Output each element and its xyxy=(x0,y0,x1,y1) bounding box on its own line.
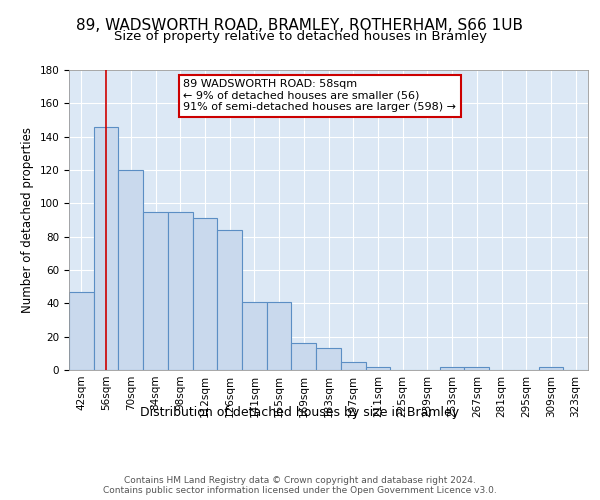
Bar xyxy=(168,212,193,370)
Text: Distribution of detached houses by size in Bramley: Distribution of detached houses by size … xyxy=(140,406,460,419)
Bar xyxy=(292,344,316,370)
Text: Size of property relative to detached houses in Bramley: Size of property relative to detached ho… xyxy=(113,30,487,43)
Bar xyxy=(193,218,217,370)
Bar xyxy=(118,170,143,370)
Text: 89 WADSWORTH ROAD: 58sqm
← 9% of detached houses are smaller (56)
91% of semi-de: 89 WADSWORTH ROAD: 58sqm ← 9% of detache… xyxy=(183,79,456,112)
Bar xyxy=(217,230,242,370)
Y-axis label: Number of detached properties: Number of detached properties xyxy=(21,127,34,313)
Bar xyxy=(316,348,341,370)
Bar xyxy=(267,302,292,370)
Bar xyxy=(365,366,390,370)
Bar xyxy=(440,366,464,370)
Text: 89, WADSWORTH ROAD, BRAMLEY, ROTHERHAM, S66 1UB: 89, WADSWORTH ROAD, BRAMLEY, ROTHERHAM, … xyxy=(77,18,523,32)
Bar xyxy=(341,362,365,370)
Bar xyxy=(143,212,168,370)
Bar xyxy=(69,292,94,370)
Text: Contains HM Land Registry data © Crown copyright and database right 2024.
Contai: Contains HM Land Registry data © Crown c… xyxy=(103,476,497,495)
Bar xyxy=(242,302,267,370)
Bar xyxy=(94,126,118,370)
Bar xyxy=(464,366,489,370)
Bar xyxy=(539,366,563,370)
